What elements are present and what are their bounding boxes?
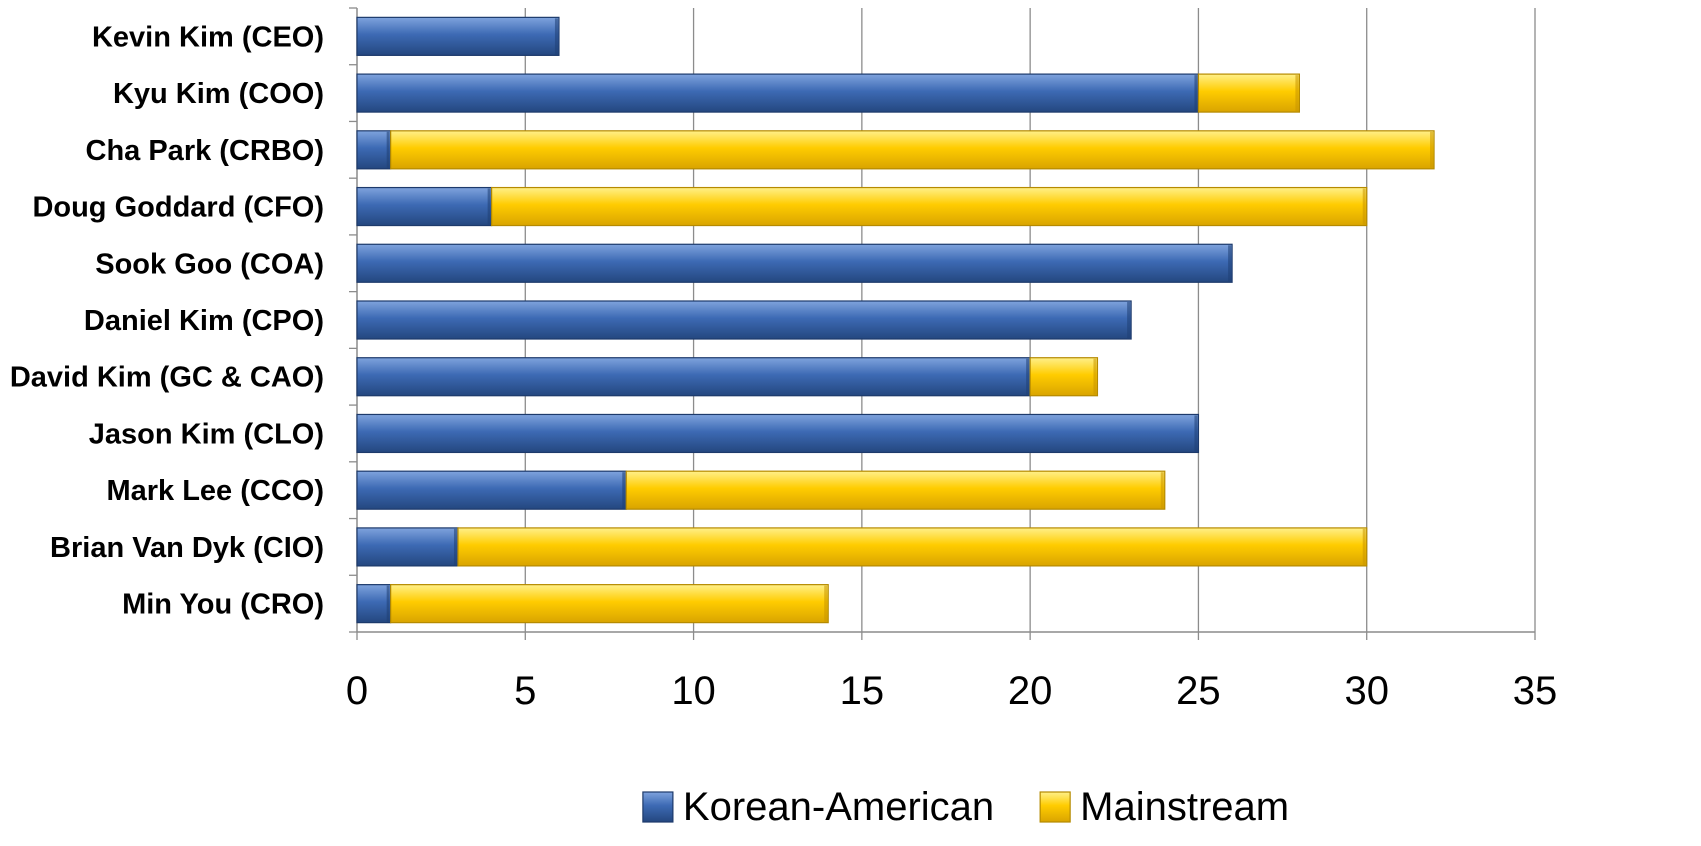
bar-korean-american-6 bbox=[356, 357, 1031, 397]
category-label: Daniel Kim (CPO) bbox=[84, 305, 324, 337]
x-tick-label: 0 bbox=[346, 669, 368, 713]
category-label: Jason Kim (CLO) bbox=[89, 418, 324, 450]
x-tick-label: 15 bbox=[840, 669, 885, 713]
bar-bevel bbox=[824, 585, 828, 622]
bar-mainstream-3 bbox=[491, 186, 1368, 227]
bar-bevel bbox=[1093, 358, 1097, 395]
bar-korean-american-0 bbox=[356, 16, 560, 56]
category-labels: Kevin Kim (CEO) Kyu Kim (COO) Cha Park (CR… bbox=[10, 21, 324, 620]
x-tick-label: 10 bbox=[671, 669, 716, 713]
x-tick-label: 20 bbox=[1008, 669, 1053, 713]
bar-bevel bbox=[1295, 75, 1299, 112]
bar-korean-american-9 bbox=[356, 527, 459, 567]
category-label: Kyu Kim (COO) bbox=[113, 78, 324, 110]
bar-korean-american-10 bbox=[356, 584, 392, 624]
bar-bevel bbox=[1160, 472, 1164, 509]
x-tick-labels: 0 5 10 15 20 25 30 35 bbox=[346, 669, 1557, 713]
x-tick-label: 5 bbox=[514, 669, 536, 713]
bar-bevel bbox=[1026, 358, 1030, 395]
bar-bevel bbox=[487, 188, 491, 225]
bar-mainstream-1 bbox=[1197, 73, 1301, 113]
bar-bevel bbox=[1362, 188, 1366, 225]
bar-bevel bbox=[1194, 415, 1198, 452]
category-label: Doug Goddard (CFO) bbox=[32, 192, 324, 224]
bar-bevel bbox=[1430, 131, 1434, 168]
bar-bevel bbox=[386, 131, 390, 168]
bar-korean-american-3 bbox=[356, 186, 493, 227]
bars bbox=[356, 16, 1435, 624]
x-tick-label: 25 bbox=[1176, 669, 1221, 713]
bar-korean-american-1 bbox=[356, 73, 1200, 113]
bar-mainstream-10 bbox=[390, 584, 829, 624]
category-label: Cha Park (CRBO) bbox=[86, 135, 325, 167]
legend-swatch-mainstream bbox=[1039, 791, 1071, 823]
bar-mainstream-6 bbox=[1029, 357, 1099, 397]
category-label: Kevin Kim (CEO) bbox=[92, 21, 324, 53]
category-label: Sook Goo (COA) bbox=[95, 248, 324, 280]
bar-mainstream-9 bbox=[457, 527, 1368, 567]
category-label: Brian Van Dyk (CIO) bbox=[50, 532, 324, 564]
category-label: Min You (CRO) bbox=[122, 589, 324, 621]
bar-mainstream-8 bbox=[625, 470, 1166, 510]
legend-swatch-korean-american bbox=[642, 791, 674, 823]
legend: Korean-American Mainstream bbox=[642, 785, 1289, 829]
bar-bevel bbox=[453, 528, 457, 565]
bar-bevel bbox=[622, 472, 626, 509]
bar-bevel bbox=[1228, 245, 1232, 282]
bar-bevel bbox=[1127, 302, 1131, 338]
category-label: Mark Lee (CCO) bbox=[106, 475, 324, 507]
bar-bevel bbox=[386, 585, 390, 622]
bar-korean-american-5 bbox=[356, 300, 1132, 340]
x-tick-label: 35 bbox=[1513, 669, 1558, 713]
bar-korean-american-2 bbox=[356, 130, 392, 170]
bar-bevel bbox=[554, 18, 558, 55]
bar-korean-american-8 bbox=[356, 470, 627, 510]
bar-mainstream-2 bbox=[390, 130, 1435, 170]
legend-label: Korean-American bbox=[683, 785, 994, 829]
category-label: David Kim (GC & CAO) bbox=[10, 362, 324, 394]
bar-korean-american-7 bbox=[356, 413, 1200, 454]
legend-label: Mainstream bbox=[1080, 785, 1289, 829]
x-tick-label: 30 bbox=[1344, 669, 1389, 713]
bar-korean-american-4 bbox=[356, 243, 1233, 283]
bar-bevel bbox=[1362, 528, 1366, 565]
bar-bevel bbox=[1194, 75, 1198, 112]
